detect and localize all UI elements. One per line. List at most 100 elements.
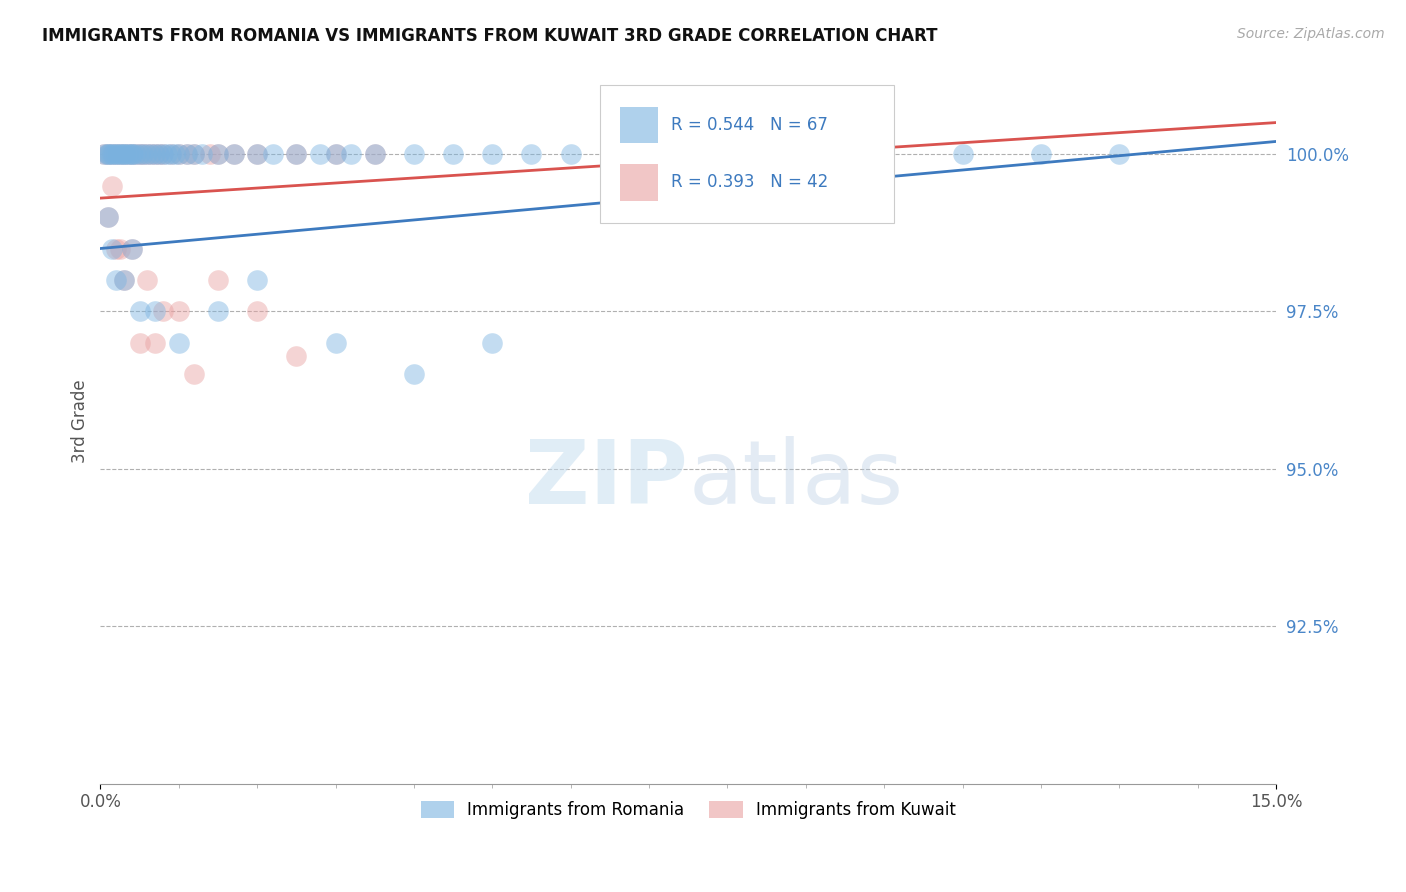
Point	[207, 147, 229, 161]
Point	[143, 304, 166, 318]
Point	[97, 147, 120, 161]
Point	[520, 147, 543, 161]
Point	[183, 147, 205, 161]
Point	[101, 147, 124, 161]
Point	[246, 147, 269, 161]
Point	[152, 147, 174, 161]
Text: Source: ZipAtlas.com: Source: ZipAtlas.com	[1237, 27, 1385, 41]
Point	[285, 147, 308, 161]
Point	[105, 242, 128, 256]
Point	[340, 147, 363, 161]
Point	[121, 242, 143, 256]
Point	[363, 147, 385, 161]
Point	[124, 147, 146, 161]
Point	[167, 147, 190, 161]
Point	[308, 147, 330, 161]
Point	[121, 147, 143, 161]
Point	[101, 147, 124, 161]
Point	[794, 147, 817, 161]
Point	[176, 147, 198, 161]
Bar	[620, 107, 658, 143]
Point	[124, 147, 146, 161]
Point	[1029, 147, 1052, 161]
Point	[141, 147, 163, 161]
Point	[1108, 147, 1130, 161]
Point	[117, 147, 139, 161]
Point	[112, 273, 135, 287]
Point	[873, 147, 896, 161]
Point	[152, 147, 174, 161]
Point	[325, 335, 347, 350]
Point	[325, 147, 347, 161]
Point	[481, 335, 503, 350]
Point	[246, 273, 269, 287]
Point	[114, 147, 136, 161]
FancyBboxPatch shape	[600, 85, 894, 222]
Point	[136, 147, 159, 161]
Point	[222, 147, 245, 161]
Point	[246, 147, 269, 161]
Point	[103, 147, 125, 161]
Point	[285, 147, 308, 161]
Point	[136, 273, 159, 287]
Point	[101, 242, 124, 256]
Point	[191, 147, 214, 161]
Point	[141, 147, 163, 161]
Point	[152, 304, 174, 318]
Point	[121, 242, 143, 256]
Y-axis label: 3rd Grade: 3rd Grade	[72, 380, 89, 464]
Point	[121, 147, 143, 161]
Point	[97, 210, 120, 224]
Point	[952, 147, 974, 161]
Point	[176, 147, 198, 161]
Point	[93, 147, 115, 161]
Point	[167, 304, 190, 318]
Point	[560, 147, 582, 161]
Point	[148, 147, 170, 161]
Point	[107, 147, 129, 161]
Point	[198, 147, 221, 161]
Point	[167, 335, 190, 350]
Point	[108, 147, 131, 161]
Legend: Immigrants from Romania, Immigrants from Kuwait: Immigrants from Romania, Immigrants from…	[413, 795, 963, 826]
Point	[163, 147, 186, 161]
Point	[207, 147, 229, 161]
Point	[599, 147, 621, 161]
Bar	[620, 164, 658, 201]
Point	[143, 147, 166, 161]
Point	[246, 304, 269, 318]
Point	[108, 147, 131, 161]
Point	[112, 147, 135, 161]
Point	[128, 147, 150, 161]
Point	[128, 304, 150, 318]
Point	[117, 147, 139, 161]
Point	[167, 147, 190, 161]
Point	[96, 147, 118, 161]
Point	[207, 273, 229, 287]
Point	[97, 210, 120, 224]
Point	[93, 147, 115, 161]
Point	[285, 349, 308, 363]
Point	[105, 147, 128, 161]
Text: ZIP: ZIP	[526, 436, 688, 523]
Point	[222, 147, 245, 161]
Point	[402, 147, 425, 161]
Point	[136, 147, 159, 161]
Text: IMMIGRANTS FROM ROMANIA VS IMMIGRANTS FROM KUWAIT 3RD GRADE CORRELATION CHART: IMMIGRANTS FROM ROMANIA VS IMMIGRANTS FR…	[42, 27, 938, 45]
Point	[143, 147, 166, 161]
Point	[716, 147, 738, 161]
Point	[132, 147, 155, 161]
Point	[120, 147, 142, 161]
Text: R = 0.393   N = 42: R = 0.393 N = 42	[671, 173, 828, 192]
Point	[112, 147, 135, 161]
Point	[128, 147, 150, 161]
Point	[160, 147, 183, 161]
Text: R = 0.544   N = 67: R = 0.544 N = 67	[671, 116, 828, 134]
Point	[148, 147, 170, 161]
Point	[481, 147, 503, 161]
Point	[156, 147, 179, 161]
Point	[183, 147, 205, 161]
Point	[105, 273, 128, 287]
Point	[638, 147, 661, 161]
Point	[122, 147, 145, 161]
